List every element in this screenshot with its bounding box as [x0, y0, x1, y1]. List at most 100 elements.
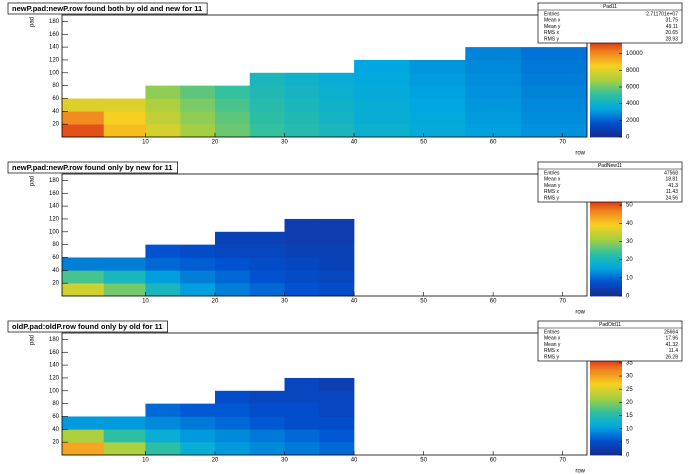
heat-cell	[249, 124, 285, 138]
stats-value: 20.65	[665, 30, 678, 36]
heat-cell	[284, 218, 320, 233]
heat-cell	[354, 111, 410, 125]
color-bar-step	[590, 130, 622, 133]
color-bar-step	[590, 418, 622, 421]
color-bar-step	[590, 105, 622, 108]
color-bar-step	[590, 78, 622, 81]
stats-value: 26.28	[665, 355, 678, 361]
y-tick-label: 40	[52, 109, 59, 115]
z-tick-label: 10	[626, 426, 633, 432]
color-bar-step	[590, 45, 622, 48]
y-tick-label: 60	[52, 414, 59, 420]
color-bar-step	[590, 408, 622, 411]
color-bar-step	[590, 251, 622, 254]
heat-cell	[249, 390, 285, 404]
x-tick-label: 10	[142, 458, 149, 464]
color-bar-step	[590, 68, 622, 71]
z-tick-label: 0	[626, 453, 630, 459]
heat-cell	[249, 85, 285, 99]
heat-cell	[103, 283, 146, 297]
stats-value: 18.81	[665, 177, 678, 183]
z-tick-label: 35	[626, 360, 633, 366]
color-bar-step	[590, 234, 622, 237]
heat-cell	[145, 283, 181, 297]
x-tick-label: 20	[212, 458, 219, 464]
color-bar-step	[590, 103, 622, 106]
heat-cell	[249, 442, 285, 456]
stats-key: Mean y	[544, 342, 561, 348]
y-tick-label: 120	[49, 58, 60, 64]
y-tick-label: 40	[52, 268, 59, 274]
x-tick-label: 20	[212, 299, 219, 305]
color-bar-step	[590, 378, 622, 381]
heat-cell	[62, 442, 105, 456]
color-bar-step	[590, 217, 622, 220]
x-tick-label: 60	[490, 140, 497, 146]
heat-cell	[214, 98, 251, 112]
heat-cell	[180, 429, 216, 443]
z-tick-label: 50	[626, 203, 633, 209]
heat-cell	[180, 283, 216, 297]
z-tick-label: 30	[626, 374, 633, 380]
color-bar-step	[590, 241, 622, 244]
panel: 10 20 30 40 50 60 7020406080100120140160180row…	[7, 161, 683, 316]
color-bar-step	[590, 415, 622, 418]
heat-cell	[520, 59, 588, 74]
color-bar-step	[590, 249, 622, 252]
color-bar-step	[590, 264, 622, 267]
heat-cell	[409, 124, 466, 138]
heat-cell	[62, 416, 105, 430]
x-tick-label: 50	[420, 299, 427, 305]
heat-cell	[249, 270, 285, 284]
chart-title: newP.pad:newP.row found both by old and …	[12, 4, 202, 13]
x-tick-label: 20	[212, 140, 219, 146]
heat-cell	[520, 85, 588, 99]
color-bar-step	[590, 266, 622, 269]
color-bar-step	[590, 57, 622, 60]
color-bar-step	[590, 47, 622, 50]
color-bar-step	[590, 232, 622, 235]
color-bar-step	[590, 271, 622, 274]
heat-cell	[62, 429, 105, 443]
heat-cell	[319, 283, 355, 297]
title-box	[7, 2, 208, 15]
heat-cell	[249, 416, 285, 430]
heat-cell	[214, 390, 251, 404]
color-bar-step	[590, 451, 622, 454]
color-bar-step	[590, 85, 622, 88]
heat-cell	[249, 98, 285, 112]
color-bar-step	[590, 229, 622, 232]
stats-key: Mean y	[544, 24, 561, 30]
heat-cell	[284, 442, 320, 456]
z-tick-label: 25	[626, 387, 633, 393]
heat-cell	[103, 98, 146, 112]
heat-cell	[520, 111, 588, 125]
color-bar-step	[590, 55, 622, 58]
color-bar-step	[590, 390, 622, 393]
heat-cell	[319, 429, 355, 443]
heat-cell	[284, 416, 320, 430]
color-bar-step	[590, 284, 622, 287]
heat-cell	[145, 98, 181, 112]
heat-cell	[319, 72, 355, 86]
color-bar-step	[590, 214, 622, 217]
color-bar-step	[590, 75, 622, 78]
stats-key: RMS y	[544, 196, 560, 202]
heat-cell	[319, 377, 355, 392]
color-bar-step	[590, 204, 622, 207]
stats-value: 11.43	[666, 189, 678, 195]
x-tick-label: 60	[490, 299, 497, 305]
heat-cell	[249, 403, 285, 417]
color-bar-step	[590, 58, 622, 61]
heat-cell	[284, 98, 320, 112]
color-bar-step	[590, 396, 622, 399]
color-bar-step	[590, 259, 622, 262]
heat-cell	[284, 257, 320, 271]
heat-cell	[180, 98, 216, 112]
color-bar-step	[590, 375, 622, 378]
color-bar-step	[590, 72, 622, 75]
heat-cell	[249, 244, 285, 258]
stats-key: Mean y	[544, 183, 561, 189]
color-bar-step	[590, 405, 622, 408]
color-bar-step	[590, 292, 622, 295]
